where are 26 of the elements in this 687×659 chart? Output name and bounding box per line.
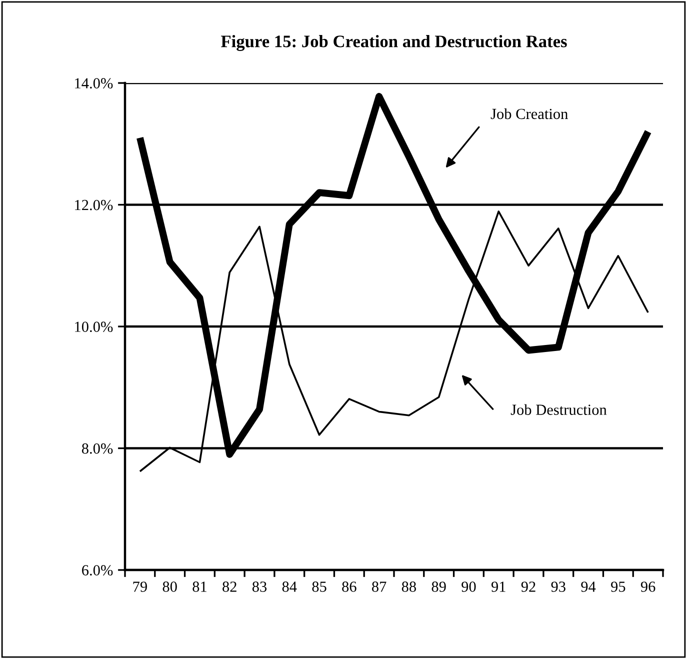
y-tick-label: 12.0% <box>75 200 113 210</box>
x-tick-label: 86 <box>342 582 356 592</box>
y-tick-label: 6.0% <box>82 565 113 576</box>
annotation: Job Creation <box>490 108 568 120</box>
x-tick-label: 95 <box>611 582 626 592</box>
y-tick-label: 10.0% <box>75 322 113 332</box>
x-tick-label: 89 <box>432 582 446 592</box>
y-tick-label: 8.0% <box>82 443 113 454</box>
x-tick-label: 93 <box>551 582 566 592</box>
x-tick-label: 80 <box>162 582 177 592</box>
x-tick-label: 87 <box>372 582 386 592</box>
x-tick-label: 96 <box>640 582 656 592</box>
x-tick-label: 94 <box>581 582 596 592</box>
y-tick-label: 14.0% <box>75 78 113 89</box>
x-tick-label: 91 <box>491 582 506 592</box>
x-tick-label: 92 <box>521 582 536 592</box>
x-tick-label: 88 <box>402 582 416 592</box>
chart-title: Figure 15: Job Creation and Destruction Rates <box>221 35 567 51</box>
x-tick-label: 84 <box>282 582 297 592</box>
x-tick-label: 90 <box>462 582 476 592</box>
annotation: Job Destruction <box>510 404 607 415</box>
x-tick-label: 81 <box>192 582 206 592</box>
x-tick-label: 85 <box>312 582 326 592</box>
x-tick-label: 79 <box>133 582 147 592</box>
x-tick-label: 83 <box>252 582 267 592</box>
x-tick-label: 82 <box>222 582 236 592</box>
